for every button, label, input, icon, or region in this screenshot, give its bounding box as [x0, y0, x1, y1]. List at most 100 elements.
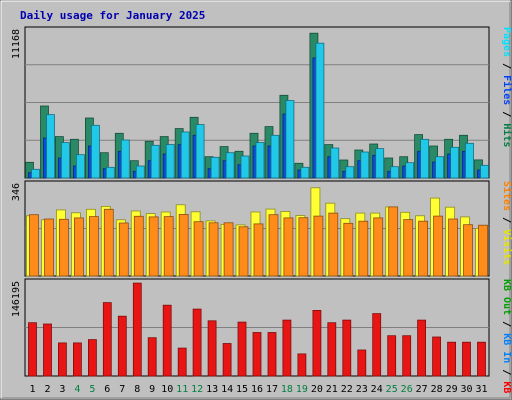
bar-sites-day-10: [163, 216, 174, 277]
bar-kb-f-day-31: [477, 341, 486, 377]
bar-pages-day-10: [165, 144, 175, 179]
bar-sites-day-3: [59, 218, 69, 277]
bar-pages-day-14: [225, 152, 235, 179]
bar-sites-day-25: [388, 206, 399, 277]
bar-pages-day-24: [375, 148, 385, 179]
bar-sites-day-29: [448, 218, 459, 277]
bar-pages-day-9: [150, 144, 160, 179]
panel-top-legend: Pages / Files / Hits: [501, 27, 512, 147]
bar-sites-day-16: [253, 223, 264, 277]
bar-kb-f-day-25: [387, 335, 397, 377]
bar-kb-f-day-2: [43, 323, 52, 377]
bar-kb-f-day-19: [297, 353, 307, 377]
panel-bottom: 146195 KB Out / KB In / KB F: [11, 278, 512, 400]
bar-kb-f-day-5: [88, 339, 97, 377]
bar-pages-day-19: [300, 166, 310, 179]
x-tick-label-day-21: 21: [326, 384, 338, 395]
bar-pages-day-21: [330, 147, 340, 179]
bar-sites-day-30: [463, 224, 473, 277]
bar-pages-day-8: [135, 165, 145, 179]
bar-kb-f-day-7: [117, 315, 127, 377]
x-tick-label-day-25: 25: [386, 384, 398, 395]
bar-kb-f-day-29: [447, 341, 457, 377]
x-axis-labels: 1 2 3 4 5 6 7 8 9 10 11 12 13 14 15 16 17 18 19 20 21 22 23 24 2…: [29, 384, 487, 395]
bar-pages-day-29: [450, 146, 460, 179]
bar-sites-day-19: [298, 217, 309, 277]
bar-sites-day-22: [343, 222, 354, 277]
bar-sites-day-8: [133, 215, 144, 277]
bar-kb-f-day-8: [132, 282, 142, 377]
x-tick-label-day-14: 14: [221, 384, 233, 395]
panel-top: 11168 Pages / Files / Hits: [11, 26, 512, 179]
bar-sites-day-9: [148, 216, 159, 277]
x-tick-label-day-27: 27: [416, 384, 428, 395]
bar-kb-f-day-17: [267, 332, 277, 377]
bar-kb-f-day-10: [162, 304, 172, 377]
x-tick-label-day-6: 6: [104, 384, 110, 395]
bar-sites-day-5: [89, 216, 99, 277]
x-tick-label-day-23: 23: [356, 384, 368, 395]
bar-sites-day-2: [44, 218, 54, 277]
bar-pages-day-16: [255, 142, 265, 179]
x-tick-label-day-13: 13: [206, 384, 218, 395]
bar-kb-f-day-30: [462, 341, 471, 377]
bar-pages-day-28: [435, 156, 445, 179]
bar-kb-f-day-24: [372, 313, 382, 377]
bar-pages-day-23: [360, 151, 370, 179]
bar-sites-day-4: [74, 217, 84, 277]
series-kb-f: [28, 282, 486, 377]
bar-pages-day-6: [105, 166, 115, 179]
bar-sites-day-24: [373, 217, 384, 277]
x-tick-label-day-29: 29: [446, 384, 458, 395]
x-tick-label-day-4: 4: [74, 384, 80, 395]
x-tick-label-day-7: 7: [119, 384, 125, 395]
bar-pages-day-3: [61, 142, 70, 179]
panel-middle-ymax-label: 346: [11, 183, 22, 201]
bar-pages-day-15: [240, 155, 250, 179]
x-tick-label-day-2: 2: [44, 384, 50, 395]
bar-kb-f-day-14: [222, 343, 232, 377]
bar-pages-day-31: [480, 164, 489, 179]
bar-sites-day-18: [283, 217, 294, 277]
panel-bottom-ymax-label: 146195: [11, 281, 22, 317]
x-tick-label-day-8: 8: [134, 384, 140, 395]
x-tick-label-day-5: 5: [89, 384, 95, 395]
bar-kb-f-day-16: [252, 332, 262, 377]
x-tick-label-day-16: 16: [251, 384, 263, 395]
x-tick-label-day-19: 19: [296, 384, 308, 395]
bar-pages-day-12: [195, 124, 205, 179]
x-tick-label-day-26: 26: [401, 384, 413, 395]
x-tick-label-day-28: 28: [431, 384, 443, 395]
bar-pages-day-5: [91, 124, 100, 179]
bar-sites-day-21: [328, 212, 339, 277]
bar-sites-day-28: [433, 215, 444, 277]
bar-sites-day-23: [358, 220, 369, 277]
x-tick-label-day-3: 3: [59, 384, 65, 395]
bar-kb-f-day-23: [357, 349, 367, 377]
chart-title: Daily usage for January 2025: [20, 9, 205, 22]
bar-sites-day-13: [208, 222, 219, 277]
panel-middle: 346 Sites / Visits: [11, 180, 512, 277]
bar-pages-day-27: [420, 138, 430, 179]
bar-sites-day-17: [268, 214, 279, 277]
bar-kb-f-day-4: [73, 342, 82, 377]
bar-kb-f-day-27: [417, 319, 427, 377]
bar-kb-f-day-11: [177, 347, 187, 377]
bar-pages-day-4: [76, 154, 85, 179]
bar-pages-day-20: [315, 42, 325, 179]
bar-kb-f-day-18: [282, 319, 292, 377]
x-tick-label-day-24: 24: [371, 384, 383, 395]
bar-kb-f-day-26: [402, 335, 412, 377]
bar-kb-f-day-12: [192, 308, 202, 377]
panel-middle-legend: Sites / Visits: [501, 181, 512, 265]
bar-pages-day-1: [31, 168, 40, 179]
bar-sites-day-7: [118, 222, 129, 277]
bar-pages-day-26: [405, 162, 415, 179]
bar-sites-day-11: [178, 213, 189, 277]
bar-kb-f-day-22: [342, 319, 352, 377]
x-tick-label-day-9: 9: [149, 384, 155, 395]
x-tick-label-day-1: 1: [29, 384, 35, 395]
bar-kb-f-day-9: [147, 337, 157, 377]
